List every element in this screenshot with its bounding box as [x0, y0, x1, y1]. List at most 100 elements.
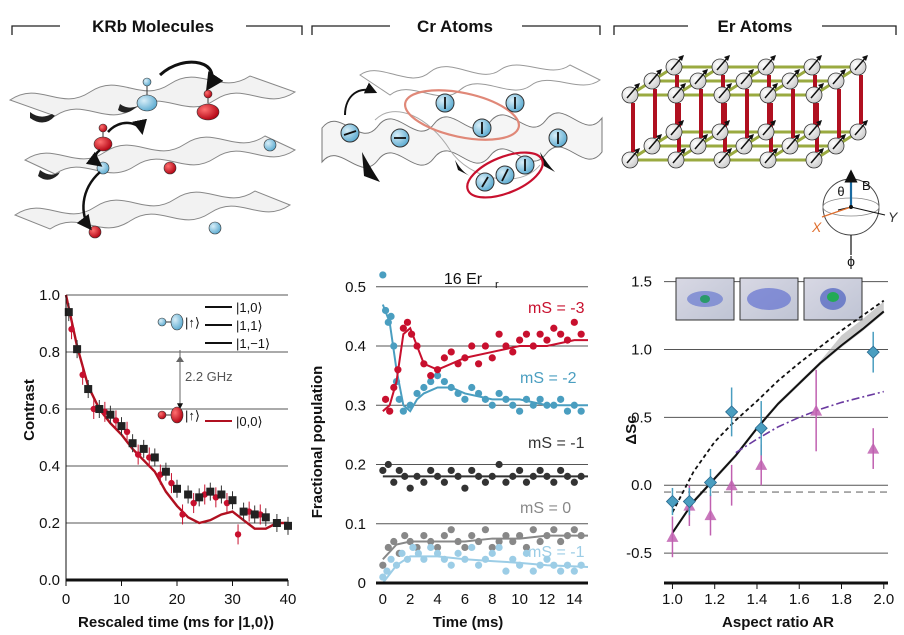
er-spin-arrowhead — [748, 69, 754, 75]
c2-point — [557, 537, 565, 546]
c2-point — [447, 348, 455, 356]
cr-atom-1 — [340, 123, 360, 143]
er-spin-arrowhead — [678, 55, 684, 61]
c1-black-point — [64, 308, 73, 317]
c1-molecule-red-icon: |↑⟩ — [157, 406, 200, 424]
c2-point — [536, 537, 544, 546]
cr-atom-9 — [548, 128, 568, 148]
c1-black-point — [150, 453, 159, 462]
bloch-b-label: B — [862, 178, 871, 193]
c2-point — [468, 543, 476, 552]
c3-diamond-point — [665, 494, 680, 509]
c2-point — [529, 567, 537, 575]
c3-ytick-label: -0.5 — [626, 545, 652, 562]
c2-ytick-label: 0.3 — [345, 397, 366, 414]
c1-black-point — [228, 496, 237, 505]
c1-molecule-blue-icon: |↑⟩ — [157, 313, 200, 331]
c2-point — [495, 389, 503, 398]
c2-xtick-label: 14 — [566, 591, 583, 608]
c2-xtick-label: 4 — [433, 591, 441, 608]
c2-point — [427, 377, 435, 386]
c2-point — [536, 466, 544, 475]
c2-point — [386, 407, 394, 415]
c2-label-ms-m2: mS = -2 — [520, 370, 577, 387]
c1-xtick-label: 30 — [224, 591, 241, 608]
c1-xtick-label: 40 — [280, 591, 297, 608]
c2-point — [557, 466, 565, 475]
molecule-blue-3 — [208, 221, 222, 235]
molecule-red-1 — [196, 89, 220, 121]
er-spin-arrowhead — [656, 134, 662, 140]
header-er: Er Atoms — [718, 17, 793, 36]
c2-point — [384, 543, 392, 552]
c3-triangle-point — [867, 442, 880, 454]
c2-ytick-label: 0.2 — [345, 457, 366, 474]
er-spin-arrowhead — [770, 55, 776, 61]
c3-xtick-label: 1.0 — [662, 591, 683, 608]
header-cr: Cr Atoms — [417, 17, 493, 36]
c3-xtick-label: 2.0 — [873, 591, 894, 608]
cr-atom-5 — [505, 93, 525, 113]
c2-point — [420, 478, 428, 486]
c2-point — [454, 549, 462, 557]
er-spin-arrowhead — [770, 120, 776, 126]
c2-point — [383, 567, 391, 575]
c2-point — [399, 324, 407, 332]
c3-ylabel: ΔSc — [623, 415, 640, 444]
c2-point — [390, 478, 398, 486]
c1-ytick-label: 0.6 — [39, 401, 60, 418]
er-spin-arrowhead — [794, 134, 800, 140]
c3-triangle-point — [704, 509, 717, 521]
c2-point — [502, 478, 510, 486]
c3-ytick-label: 0.0 — [631, 477, 652, 494]
c2-point — [509, 537, 517, 546]
c3-dashed-line — [671, 299, 885, 513]
c2-point — [557, 395, 565, 403]
chart-er-entropy: -0.5 0.0 0.5 1.0 1.5 1.0 1.2 1.4 1.6 1.8 2.0 ΔSc A… — [623, 274, 894, 631]
c1-black-point — [117, 422, 126, 431]
c2-ytick-label: 0.4 — [345, 338, 366, 355]
c1-red-point — [123, 428, 131, 435]
krb-lattice-illustration — [8, 60, 297, 239]
c2-xtick-label: 10 — [511, 591, 528, 608]
c1-red-point — [234, 531, 242, 538]
c2-point — [570, 567, 578, 575]
c2-point — [427, 543, 435, 552]
c2-point — [495, 330, 503, 338]
c2-point — [395, 466, 403, 475]
c2-point — [387, 312, 395, 320]
c3-diamond-point — [866, 345, 880, 359]
c2-point — [495, 537, 503, 546]
c3-diamond-point — [754, 421, 768, 435]
cr-atom-4 — [472, 118, 492, 138]
c2-point — [440, 354, 448, 362]
c2-point — [440, 532, 448, 540]
c1-black-point — [272, 519, 281, 527]
c2-xtick-label: 8 — [488, 591, 496, 608]
c2-point — [570, 526, 578, 534]
er-spin-arrowhead — [634, 83, 640, 89]
er-spin-arrowhead — [724, 55, 730, 61]
chart-cr-populations: 0 0.1 0.2 0.3 0.4 0.5 0 2 4 6 8 10 12 14 16 Er r mS =… — [309, 271, 589, 631]
bloch-sphere: θ B X Y ϕ — [811, 169, 899, 269]
c2-point — [481, 342, 490, 350]
er-spin-arrowhead — [840, 69, 846, 75]
c2-point — [481, 478, 490, 486]
c1-black-point — [195, 493, 204, 502]
c2-label-ms-m1: mS = -1 — [528, 435, 585, 452]
er-spin-arrowhead — [678, 120, 684, 126]
c2-ylabel: Fractional population — [309, 366, 326, 519]
krb-layer-bottom — [13, 190, 292, 230]
er-spin-arrowhead — [726, 148, 732, 154]
c1-ytick-label: 0.4 — [39, 458, 60, 475]
c2-ytick-label: 0.1 — [345, 516, 366, 533]
c2-point — [557, 567, 565, 575]
er-spin-arrowhead — [726, 83, 732, 89]
er-spin-arrowhead — [862, 120, 868, 126]
chart-krb-contrast: 2.2 GHz |1,0⟩ |1,1⟩ |1,−1⟩ |0,0⟩ |↑⟩ |↑⟩… — [21, 287, 296, 631]
c2-fit-line — [381, 304, 588, 413]
c3-triangle-point — [810, 404, 823, 416]
c1-red-point — [134, 451, 142, 458]
c1-gap-label: 2.2 GHz — [185, 369, 233, 384]
c2-point — [390, 537, 398, 546]
